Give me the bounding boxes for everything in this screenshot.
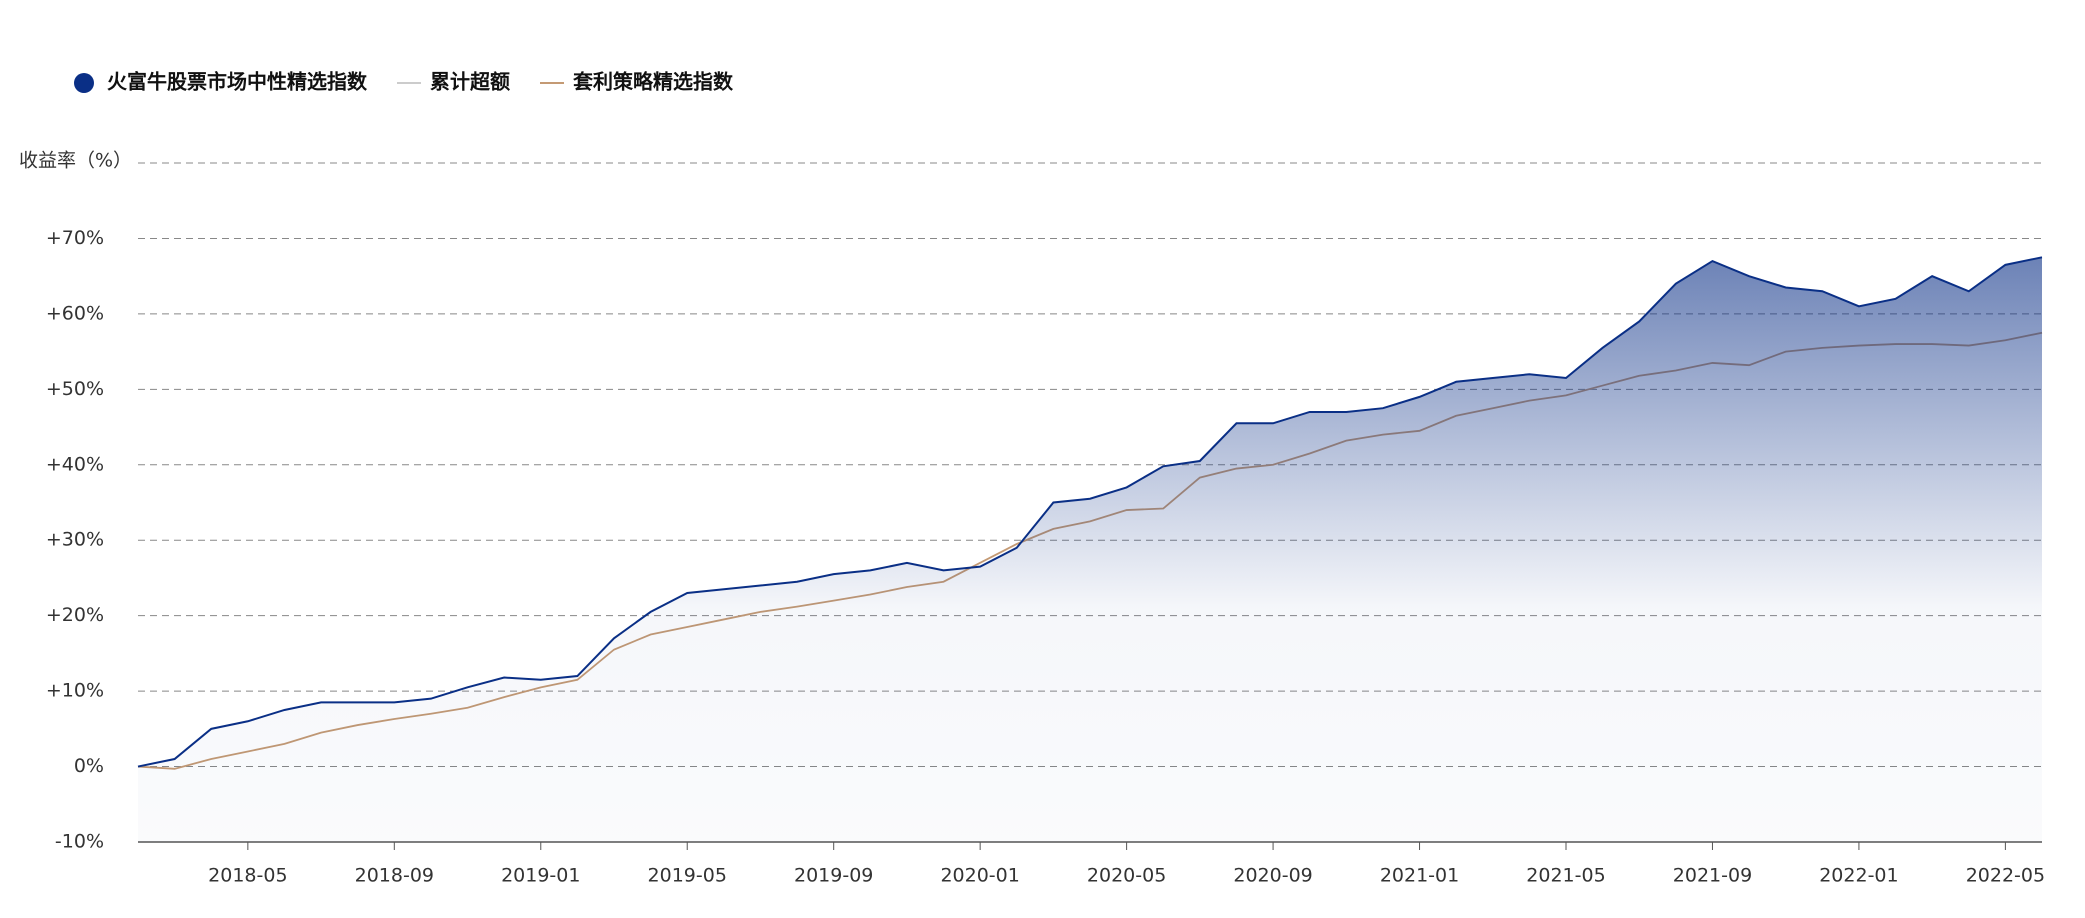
- x-tick-label: 2018-05: [208, 865, 287, 887]
- y-axis-title: 收益率（%）: [19, 150, 132, 172]
- y-tick-label: +60%: [46, 302, 104, 324]
- x-tick-label: 2019-05: [648, 865, 727, 887]
- y-tick-label: 0%: [74, 755, 104, 777]
- x-tick-label: 2020-09: [1233, 865, 1312, 887]
- x-tick-label: 2020-05: [1087, 865, 1166, 887]
- x-tick-label: 2022-05: [1966, 865, 2045, 887]
- y-tick-label: +70%: [46, 227, 104, 249]
- x-tick-label: 2018-09: [355, 865, 434, 887]
- line: [137, 256, 2043, 768]
- y-tick-label: -10%: [55, 831, 104, 853]
- area: [138, 257, 2042, 842]
- y-tick-label: +20%: [46, 604, 104, 626]
- legend-label: 套利策略精选指数: [573, 70, 734, 94]
- x-tick-label: 2021-01: [1380, 865, 1459, 887]
- x-tick-label: 2019-09: [794, 865, 873, 887]
- x-tick-label: 2020-01: [940, 865, 1019, 887]
- y-tick-label: +30%: [46, 529, 104, 551]
- x-tick-label: 2021-09: [1673, 865, 1752, 887]
- x-tick-label: 2022-01: [1819, 865, 1898, 887]
- x-tick-label: 2019-01: [501, 865, 580, 887]
- y-tick-label: +10%: [46, 680, 104, 702]
- x-tick-label: 2021-05: [1526, 865, 1605, 887]
- legend-label: 累计超额: [430, 70, 510, 94]
- y-tick-label: +50%: [46, 378, 104, 400]
- y-tick-label: +40%: [46, 453, 104, 475]
- legend-label: 火富牛股票市场中性精选指数: [107, 70, 368, 94]
- legend-marker: [74, 73, 94, 93]
